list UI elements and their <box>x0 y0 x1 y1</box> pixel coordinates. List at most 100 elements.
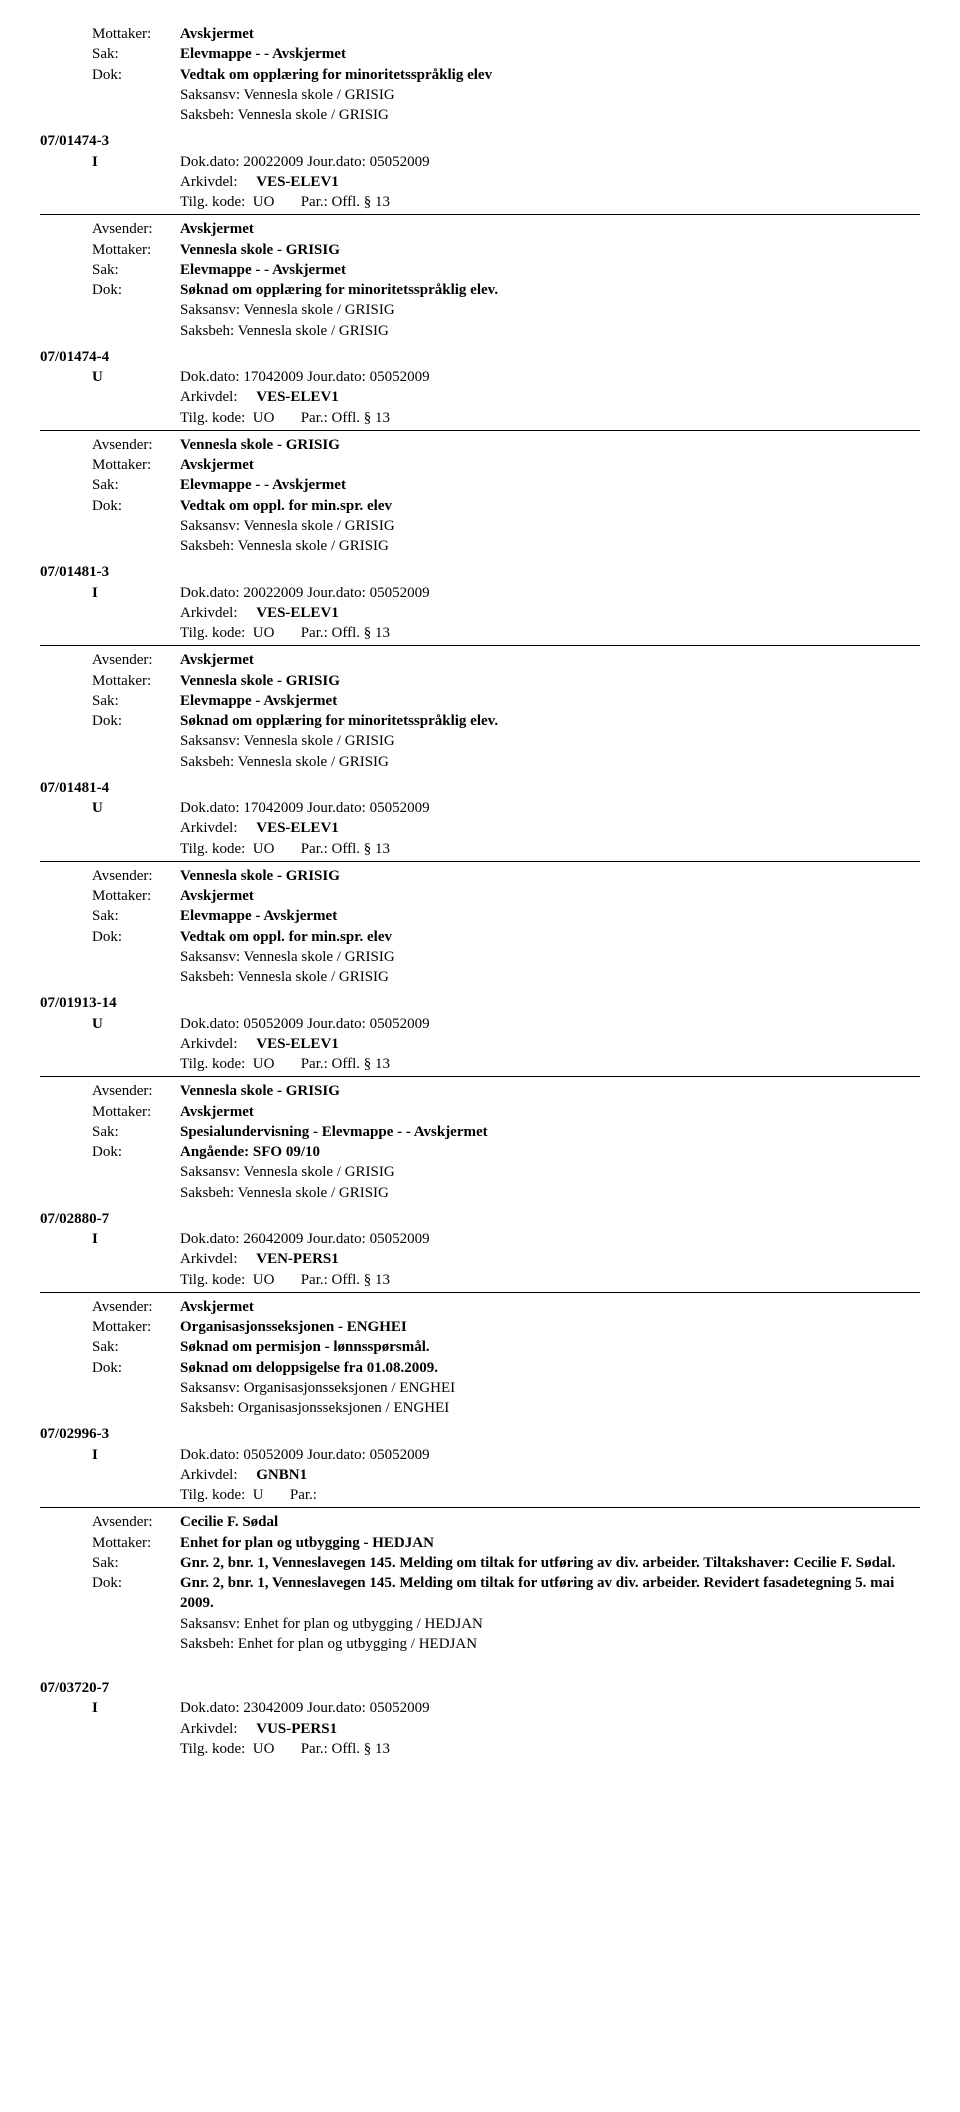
field-label: Mottaker: <box>40 886 180 906</box>
text-value: Saksbeh: Vennesla skole / GRISIG <box>180 105 920 125</box>
field-row: Dok:Vedtak om oppl. for min.spr. elev <box>40 496 920 516</box>
text-value: Saksbeh: Vennesla skole / GRISIG <box>180 1183 920 1203</box>
text-value: Saksansv: Vennesla skole / GRISIG <box>180 947 920 967</box>
record-type-row: IDok.dato: 05052009 Jour.dato: 05052009 <box>40 1445 920 1465</box>
text-line: Saksbeh: Organisasjonsseksjonen / ENGHEI <box>40 1398 920 1418</box>
field-label: Sak: <box>40 691 180 711</box>
journal-entry: 07/03720-7IDok.dato: 23042009 Jour.dato:… <box>40 1678 920 1759</box>
record-type-row: UDok.dato: 17042009 Jour.dato: 05052009 <box>40 367 920 387</box>
text-value: Saksansv: Organisasjonsseksjonen / ENGHE… <box>180 1378 920 1398</box>
tilgkode-value: Tilg. kode: UO Par.: Offl. § 13 <box>180 839 920 859</box>
field-label: Dok: <box>40 711 180 731</box>
text-line: Saksbeh: Vennesla skole / GRISIG <box>40 967 920 987</box>
field-row: Mottaker:Avskjermet <box>40 455 920 475</box>
case-number: 07/01481-3 <box>40 562 920 582</box>
avsender-value: Cecilie F. Sødal <box>180 1512 920 1532</box>
case-number: 07/01474-4 <box>40 347 920 367</box>
field-row: Mottaker:Avskjermet <box>40 886 920 906</box>
separator-line <box>40 645 920 646</box>
journal-entry: 07/01474-4UDok.dato: 17042009 Jour.dato:… <box>40 347 920 557</box>
arkivdel-value: Arkivdel: VES-ELEV1 <box>180 172 920 192</box>
field-label: Mottaker: <box>40 240 180 260</box>
text-value: Saksbeh: Organisasjonsseksjonen / ENGHEI <box>180 1398 920 1418</box>
case-number: 07/01913-14 <box>40 993 920 1013</box>
case-number: 07/03720-7 <box>40 1678 920 1698</box>
text-value: Saksbeh: Vennesla skole / GRISIG <box>180 321 920 341</box>
tilgkode-row: Tilg. kode: U Par.: <box>40 1485 920 1505</box>
text-value: Saksansv: Vennesla skole / GRISIG <box>180 300 920 320</box>
record-type-row: UDok.dato: 17042009 Jour.dato: 05052009 <box>40 798 920 818</box>
arkivdel-value: Arkivdel: VES-ELEV1 <box>180 387 920 407</box>
journal-entry: 07/01913-14UDok.dato: 05052009 Jour.dato… <box>40 993 920 1203</box>
tilgkode-row: Tilg. kode: UO Par.: Offl. § 13 <box>40 1270 920 1290</box>
field-label: Sak: <box>40 1337 180 1357</box>
sak-value: Søknad om permisjon - lønnsspørsmål. <box>180 1337 920 1357</box>
dok-dato: Dok.dato: 20022009 Jour.dato: 05052009 <box>180 152 920 172</box>
arkivdel-value: Arkivdel: VES-ELEV1 <box>180 818 920 838</box>
arkivdel-row: Arkivdel: VEN-PERS1 <box>40 1249 920 1269</box>
separator-line <box>40 214 920 215</box>
arkivdel-row: Arkivdel: GNBN1 <box>40 1465 920 1485</box>
field-row: Dok:Søknad om deloppsigelse fra 01.08.20… <box>40 1358 920 1378</box>
field-label: Avsender: <box>40 219 180 239</box>
field-row: Sak:Elevmappe - - Avskjermet <box>40 44 920 64</box>
field-row: Avsender:Avskjermet <box>40 219 920 239</box>
field-row: Sak:Elevmappe - - Avskjermet <box>40 260 920 280</box>
mottaker-value: Organisasjonsseksjonen - ENGHEI <box>180 1317 920 1337</box>
dok-value: Søknad om opplæring for minoritetsspråkl… <box>180 280 920 300</box>
text-line: Saksansv: Enhet for plan og utbygging / … <box>40 1614 920 1634</box>
field-label: Dok: <box>40 280 180 300</box>
record-type: U <box>40 1014 180 1034</box>
spacing-gap <box>40 1660 920 1678</box>
avsender-value: Vennesla skole - GRISIG <box>180 435 920 455</box>
field-label: Mottaker: <box>40 1533 180 1553</box>
field-label: Dok: <box>40 65 180 85</box>
field-label: Mottaker: <box>40 671 180 691</box>
separator-line <box>40 1292 920 1293</box>
record-type: U <box>40 798 180 818</box>
field-row: Sak:Søknad om permisjon - lønnsspørsmål. <box>40 1337 920 1357</box>
journal-entry: 07/02996-3IDok.dato: 05052009 Jour.dato:… <box>40 1424 920 1654</box>
text-line: Saksansv: Vennesla skole / GRISIG <box>40 1162 920 1182</box>
field-row: Mottaker:Vennesla skole - GRISIG <box>40 240 920 260</box>
tilgkode-value: Tilg. kode: UO Par.: Offl. § 13 <box>180 1739 920 1759</box>
field-label: Mottaker: <box>40 455 180 475</box>
tilgkode-row: Tilg. kode: UO Par.: Offl. § 13 <box>40 1054 920 1074</box>
arkivdel-row: Arkivdel: VES-ELEV1 <box>40 603 920 623</box>
case-number: 07/01481-4 <box>40 778 920 798</box>
field-row: Mottaker:Organisasjonsseksjonen - ENGHEI <box>40 1317 920 1337</box>
text-value: Saksbeh: Vennesla skole / GRISIG <box>180 536 920 556</box>
text-line: Saksbeh: Vennesla skole / GRISIG <box>40 105 920 125</box>
arkivdel-row: Arkivdel: VES-ELEV1 <box>40 387 920 407</box>
text-value: Saksansv: Vennesla skole / GRISIG <box>180 516 920 536</box>
sak-value: Elevmappe - - Avskjermet <box>180 475 920 495</box>
field-label: Dok: <box>40 496 180 516</box>
record-type: I <box>40 1229 180 1249</box>
field-label: Mottaker: <box>40 1317 180 1337</box>
tilgkode-row: Tilg. kode: UO Par.: Offl. § 13 <box>40 1739 920 1759</box>
field-label: Avsender: <box>40 435 180 455</box>
tilgkode-row: Tilg. kode: UO Par.: Offl. § 13 <box>40 623 920 643</box>
field-row: Avsender:Cecilie F. Sødal <box>40 1512 920 1532</box>
avsender-value: Avskjermet <box>180 1297 920 1317</box>
field-label: Dok: <box>40 927 180 947</box>
case-number: 07/02996-3 <box>40 1424 920 1444</box>
field-row: Dok:Vedtak om oppl. for min.spr. elev <box>40 927 920 947</box>
dok-value: Vedtak om opplæring for minoritetsspråkl… <box>180 65 920 85</box>
field-label: Sak: <box>40 475 180 495</box>
arkivdel-value: Arkivdel: GNBN1 <box>180 1465 920 1485</box>
case-number: 07/02880-7 <box>40 1209 920 1229</box>
text-value: Saksbeh: Vennesla skole / GRISIG <box>180 967 920 987</box>
field-label: Mottaker: <box>40 1102 180 1122</box>
record-type-row: IDok.dato: 20022009 Jour.dato: 05052009 <box>40 152 920 172</box>
field-row: Avsender:Vennesla skole - GRISIG <box>40 1081 920 1101</box>
text-line: Saksbeh: Vennesla skole / GRISIG <box>40 321 920 341</box>
text-line: Saksbeh: Vennesla skole / GRISIG <box>40 536 920 556</box>
tilgkode-value: Tilg. kode: UO Par.: Offl. § 13 <box>180 1270 920 1290</box>
field-row: Sak:Elevmappe - Avskjermet <box>40 691 920 711</box>
text-value: Saksansv: Vennesla skole / GRISIG <box>180 731 920 751</box>
arkivdel-value: Arkivdel: VUS-PERS1 <box>180 1719 920 1739</box>
field-row: Avsender:Avskjermet <box>40 1297 920 1317</box>
text-line: Saksbeh: Vennesla skole / GRISIG <box>40 1183 920 1203</box>
arkivdel-value: Arkivdel: VES-ELEV1 <box>180 1034 920 1054</box>
